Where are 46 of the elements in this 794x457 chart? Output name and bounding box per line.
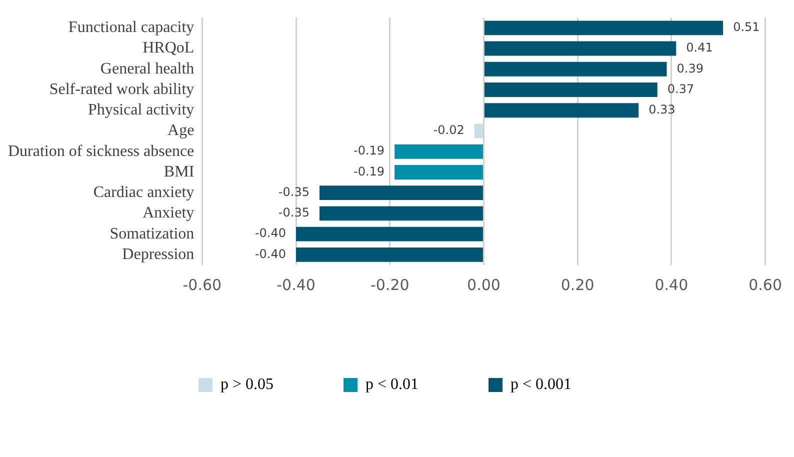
y-tick-label: Somatization: [110, 225, 194, 242]
x-tick-label: 0.40: [654, 276, 688, 294]
x-tick-label: -0.20: [370, 276, 410, 294]
y-tick-label: Functional capacity: [68, 19, 194, 36]
x-tick-label: 0.00: [467, 276, 500, 294]
x-tick-label: -0.40: [276, 276, 316, 294]
data-label: -0.19: [354, 164, 385, 178]
y-tick-label: Anxiety: [142, 204, 194, 222]
x-tick-label: 0.20: [560, 276, 594, 294]
data-label: 0.51: [733, 20, 760, 34]
bar: [484, 20, 724, 36]
data-label: -0.40: [254, 246, 286, 261]
y-tick-label: Duration of sickness absence: [8, 142, 194, 160]
data-label: -0.35: [278, 184, 310, 199]
data-label: -0.40: [254, 226, 286, 240]
y-tick-label: General health: [100, 60, 194, 78]
bar: [394, 144, 483, 159]
legend-label: p < 0.001: [510, 376, 572, 394]
bar: [484, 41, 676, 56]
x-tick-label: -0.60: [182, 276, 222, 294]
y-tick-label: Cardiac anxiety: [93, 184, 194, 202]
legend-label: p > 0.05: [220, 376, 274, 394]
data-label: -0.35: [278, 206, 310, 220]
y-tick-label: Age: [168, 122, 194, 140]
y-tick-label: BMI: [164, 163, 194, 180]
bar: [474, 124, 483, 138]
data-label: 0.33: [648, 102, 676, 116]
y-tick-label: Depression: [122, 246, 194, 263]
data-label: -0.19: [354, 144, 385, 158]
bar: [484, 82, 658, 97]
data-label: 0.39: [676, 61, 704, 76]
data-label: 0.41: [686, 40, 713, 55]
bar: [484, 103, 639, 118]
legend-label: p < 0.01: [365, 376, 419, 394]
bar: [296, 226, 483, 242]
bar: [394, 165, 483, 180]
bar: [484, 62, 667, 76]
x-tick-label: 0.60: [748, 276, 782, 294]
data-label: 0.37: [667, 82, 694, 96]
y-tick-label: HRQoL: [142, 40, 194, 57]
bar: [319, 206, 483, 221]
y-tick-label: Physical activity: [88, 102, 194, 119]
bar: [319, 186, 483, 200]
bar: [296, 247, 483, 262]
y-tick-label: Self-rated work ability: [49, 80, 194, 98]
data-label: -0.02: [433, 123, 464, 138]
